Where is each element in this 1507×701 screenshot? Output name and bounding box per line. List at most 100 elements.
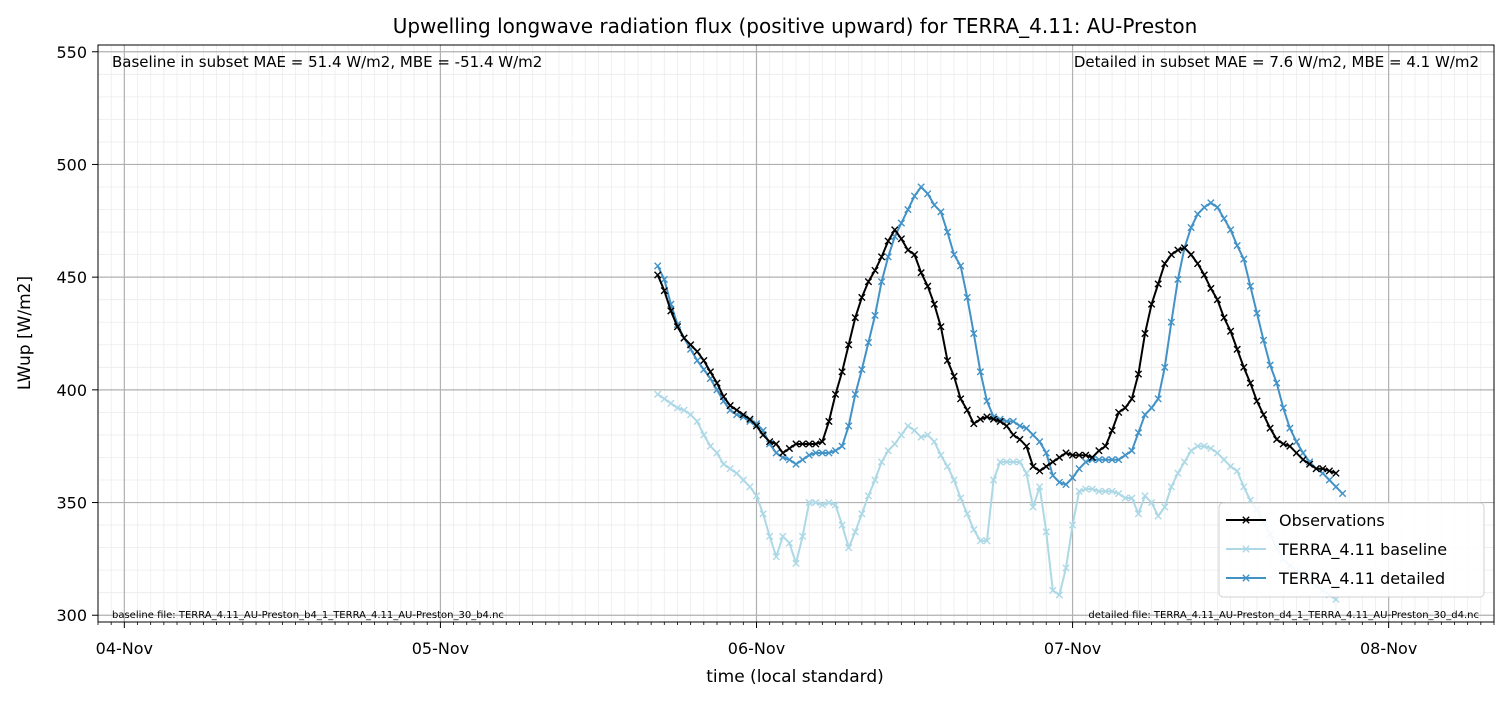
series-2-point — [1259, 336, 1268, 344]
series-layer — [654, 183, 1347, 604]
series-1-point — [1240, 483, 1248, 491]
series-1-point — [1082, 485, 1090, 493]
series-2-point — [1082, 458, 1090, 466]
baseline-file-footnote: baseline file: TERRA_4.11_AU-Preston_b4_… — [112, 610, 504, 621]
series-0-point — [1035, 467, 1044, 475]
series-1-point — [897, 431, 906, 439]
legend-label-2: TERRA_4.11 detailed — [1278, 569, 1445, 589]
series-0-point — [1101, 442, 1110, 450]
series-1-point — [1167, 483, 1176, 491]
series-1-point — [660, 395, 668, 403]
series-2-point — [1062, 480, 1070, 489]
y-tick-label: 400 — [56, 381, 87, 400]
legend-label-1: TERRA_4.11 baseline — [1278, 540, 1447, 560]
series-1-point — [693, 417, 701, 426]
series-2-point — [877, 277, 886, 286]
series-1-point — [884, 447, 892, 455]
y-tick-label: 450 — [56, 268, 87, 287]
series-1-point — [700, 431, 708, 439]
series-0-point — [1147, 300, 1156, 308]
series-0-point — [785, 444, 794, 453]
series-0-point — [759, 431, 767, 439]
series-1-point — [838, 521, 846, 529]
series-2-point — [1095, 456, 1103, 464]
series-2-point — [1279, 404, 1287, 412]
series-2-point — [1042, 449, 1050, 457]
series-0-point — [779, 449, 787, 457]
series-2-point — [1055, 478, 1064, 486]
series-1-point — [983, 537, 991, 545]
y-tick-label: 500 — [56, 155, 87, 174]
series-1-point — [851, 528, 859, 536]
series-2-point — [858, 365, 866, 374]
legend: Observations TERRA_4.11 baseline TERRA_4.1… — [1218, 502, 1485, 598]
series-0-point — [1246, 379, 1255, 387]
series-1 — [654, 390, 1340, 604]
series-2-point — [1207, 199, 1215, 207]
series-0-point — [713, 379, 721, 387]
series-1-point — [910, 426, 919, 435]
series-0-point — [706, 368, 715, 376]
series-2-point — [1068, 474, 1077, 482]
series-1-point — [970, 525, 978, 534]
series-0-point — [1174, 246, 1182, 254]
series-0-point — [891, 226, 899, 234]
series-1-point — [864, 492, 873, 500]
series-0-point — [1134, 370, 1143, 378]
series-1-point — [930, 437, 938, 446]
series-0-point — [1055, 453, 1064, 462]
series-1-point — [1062, 564, 1070, 572]
series-0-point — [871, 266, 879, 275]
series-2-point — [844, 422, 853, 430]
series-1-point — [1029, 503, 1037, 511]
series-1-point — [956, 494, 965, 502]
series-2-point — [746, 417, 754, 426]
series-0-point — [1226, 327, 1235, 335]
series-0-point — [1312, 465, 1320, 473]
series-0-point — [976, 415, 985, 423]
legend-marker-0 — [1242, 516, 1250, 524]
series-2-point — [970, 329, 978, 338]
series-2-point — [910, 192, 919, 200]
series-1-point — [1108, 487, 1116, 495]
series-1-point — [733, 469, 741, 477]
series-0-point — [1114, 408, 1123, 417]
series-1-point — [963, 510, 971, 518]
series-0-point — [838, 368, 846, 376]
series-1-point — [713, 449, 721, 457]
series-0-point — [680, 334, 688, 342]
series-2-point — [1187, 223, 1195, 232]
series-2-point — [1161, 363, 1169, 372]
series-0-point — [1042, 462, 1050, 471]
series-0-point — [1253, 397, 1261, 405]
series-0-point — [917, 268, 925, 277]
series-1-point — [976, 537, 985, 545]
series-0-point — [910, 250, 919, 259]
series-2-point — [1332, 483, 1340, 491]
series-2-point — [1273, 379, 1281, 387]
series-1-point — [1101, 487, 1110, 495]
x-axis-label: time (local standard) — [706, 667, 884, 687]
series-0-point — [1088, 453, 1097, 462]
series-2-point — [1266, 361, 1274, 369]
series-0-point — [1121, 404, 1129, 412]
series-1-point — [1226, 462, 1235, 471]
legend-marker-1 — [1242, 545, 1250, 553]
series-0-point — [1128, 395, 1136, 403]
series-1-point — [1246, 496, 1255, 504]
series-2-point — [1128, 447, 1136, 455]
series-0-point — [673, 323, 682, 331]
series-2-point — [943, 228, 952, 236]
series-0-point — [1022, 442, 1031, 450]
series-1-point — [706, 442, 715, 450]
series-1-point — [1049, 586, 1057, 595]
series-2-point — [812, 449, 820, 457]
series-1-point — [1180, 458, 1189, 466]
series-2-point — [660, 275, 668, 284]
series-0-point — [1319, 465, 1327, 473]
detailed-file-footnote: detailed file: TERRA_4.11_AU-Preston_d4_… — [1088, 610, 1479, 621]
series-1-point — [1114, 489, 1123, 498]
series-0-point — [858, 293, 866, 302]
series-1-point — [1141, 492, 1149, 500]
